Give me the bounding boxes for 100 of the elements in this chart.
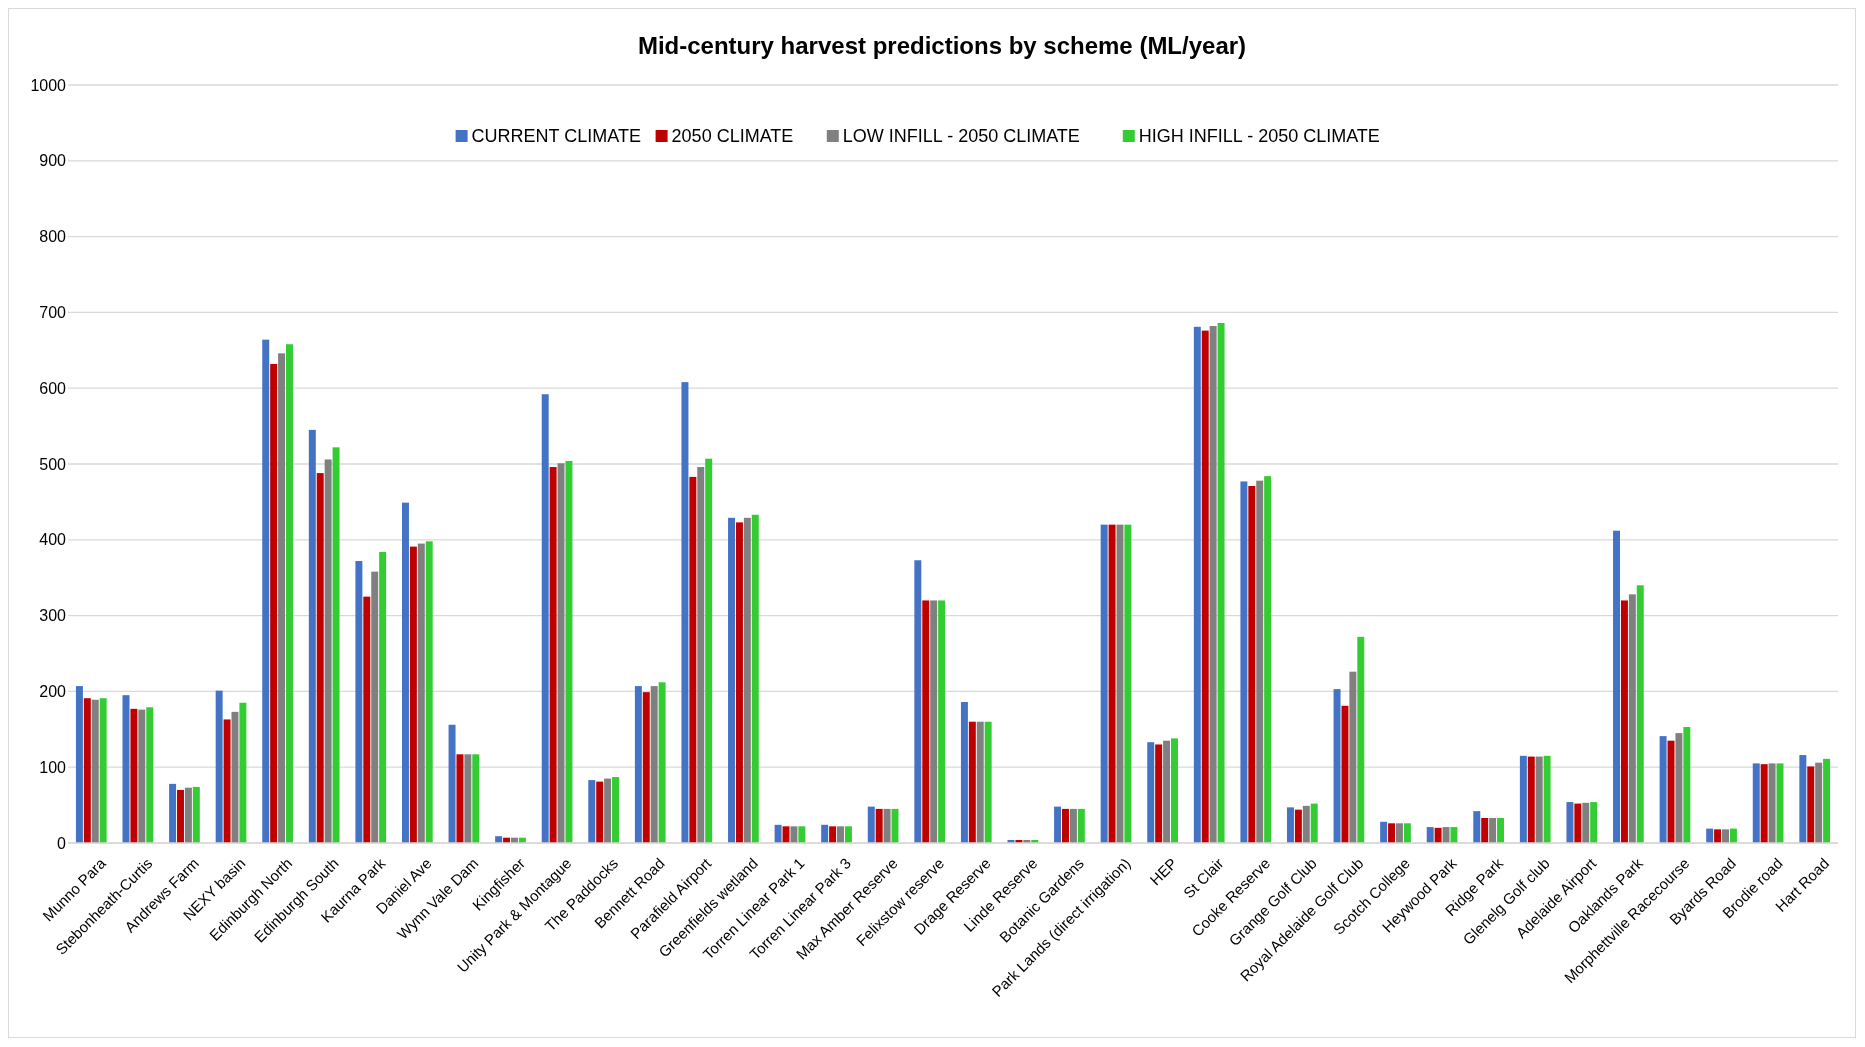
y-tick-label: 0 [57, 834, 67, 852]
bar [324, 459, 332, 843]
bar [417, 543, 425, 843]
bar [1527, 756, 1535, 843]
bar [1155, 744, 1163, 843]
bar [83, 698, 91, 843]
bar [1248, 485, 1256, 843]
bar [968, 721, 976, 843]
bar [596, 781, 604, 843]
bar [1519, 755, 1527, 843]
bar [790, 826, 798, 843]
bar [743, 517, 751, 843]
bar [798, 826, 806, 843]
bar [1799, 755, 1807, 843]
y-tick-label: 300 [39, 607, 67, 625]
bar [332, 447, 340, 843]
bar [1590, 802, 1598, 843]
bar [1752, 763, 1760, 843]
bar [960, 702, 968, 843]
bar [1426, 827, 1434, 843]
bar [1193, 326, 1201, 843]
bar [1170, 738, 1178, 843]
y-tick-label: 500 [39, 455, 67, 473]
bar [1264, 476, 1272, 843]
bar [371, 571, 379, 843]
bar [1380, 821, 1388, 843]
bar [1100, 524, 1108, 843]
bar [409, 546, 417, 843]
bar [837, 826, 844, 843]
y-tick-label: 100 [39, 758, 67, 776]
bar [976, 721, 984, 843]
bar [1256, 480, 1264, 843]
bar [192, 786, 200, 843]
bar [1201, 330, 1209, 843]
bar [875, 808, 883, 843]
bar [1442, 827, 1450, 843]
bar [146, 707, 154, 843]
bar [448, 724, 456, 843]
bar [75, 686, 83, 843]
bar [984, 721, 992, 843]
bar [1163, 740, 1171, 843]
bar [464, 754, 472, 843]
legend-label: CURRENT CLIMATE [471, 126, 641, 147]
bar [565, 460, 573, 843]
bar [557, 463, 565, 843]
bar [1566, 802, 1574, 843]
bar [278, 353, 286, 843]
bar [308, 429, 316, 843]
bar [541, 394, 549, 843]
bar [1473, 811, 1481, 843]
bar [169, 783, 177, 843]
bar [1302, 805, 1310, 843]
bar [1403, 823, 1411, 843]
bar [751, 514, 759, 843]
bar [130, 708, 138, 843]
bar [1294, 809, 1302, 843]
legend-label: 2050 CLIMATE [671, 126, 794, 147]
bar [1815, 762, 1823, 843]
bar [1760, 764, 1768, 843]
bar [1628, 594, 1636, 843]
bar [1620, 600, 1628, 843]
bar [1124, 524, 1132, 843]
y-tick-label: 800 [39, 228, 67, 246]
bar [1054, 806, 1062, 843]
bar [867, 806, 875, 843]
bar [1434, 827, 1442, 843]
bar [549, 467, 557, 843]
bar [705, 458, 713, 843]
legend-label: HIGH INFILL - 2050 CLIMATE [1138, 126, 1380, 147]
bar [262, 339, 270, 843]
bar [1217, 323, 1225, 843]
bar [363, 596, 371, 843]
bar [1062, 808, 1069, 843]
y-tick-label: 900 [39, 152, 67, 170]
bar [774, 824, 782, 843]
bar [401, 502, 409, 843]
bar [681, 382, 689, 843]
y-tick-label: 1000 [30, 76, 67, 94]
bar [1543, 755, 1551, 843]
bar [425, 541, 433, 843]
bar [1706, 828, 1714, 843]
bar [1147, 742, 1155, 843]
y-tick-label: 400 [39, 531, 67, 549]
bar [658, 682, 666, 843]
bar [1388, 823, 1396, 843]
bar [1481, 817, 1489, 843]
bar [1209, 326, 1217, 843]
bar [1341, 705, 1349, 843]
bar [1333, 689, 1341, 843]
bar [1450, 827, 1458, 843]
y-tick-label: 200 [39, 683, 67, 700]
bar [316, 473, 324, 843]
bar [177, 789, 184, 843]
bar [472, 754, 480, 843]
bar [1613, 530, 1620, 843]
bar [1069, 808, 1077, 843]
bar [1240, 481, 1248, 843]
bar [1768, 763, 1776, 843]
bar [1683, 727, 1691, 843]
bar [355, 561, 363, 843]
